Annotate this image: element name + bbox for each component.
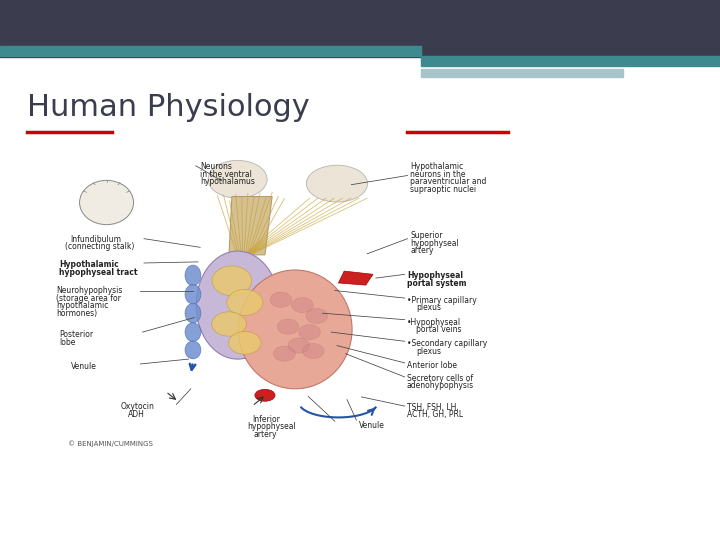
Text: TSH, FSH, LH,: TSH, FSH, LH, (407, 403, 459, 412)
Text: (connecting stalk): (connecting stalk) (65, 242, 134, 252)
Ellipse shape (288, 338, 310, 353)
Text: Infundibulum: Infundibulum (71, 235, 122, 244)
Ellipse shape (227, 289, 263, 315)
Ellipse shape (185, 303, 201, 323)
Text: hypothalamus: hypothalamus (200, 177, 255, 186)
Text: (storage area for: (storage area for (56, 294, 121, 303)
Text: artery: artery (410, 246, 434, 255)
Text: ACTH, GH, PRL: ACTH, GH, PRL (407, 410, 463, 420)
Text: adenohypophysis: adenohypophysis (407, 381, 474, 390)
Ellipse shape (185, 322, 201, 341)
Ellipse shape (307, 165, 368, 202)
Text: Oxytocin: Oxytocin (121, 402, 155, 411)
Text: •Hypophyseal: •Hypophyseal (407, 318, 461, 327)
Text: Hypothalamic: Hypothalamic (59, 260, 119, 269)
Text: hypophyseal: hypophyseal (247, 422, 296, 431)
Text: Posterior: Posterior (59, 330, 93, 340)
Text: supraoptic nuclei: supraoptic nuclei (410, 185, 477, 194)
Ellipse shape (212, 312, 246, 336)
Bar (421, 69, 623, 77)
Ellipse shape (185, 341, 201, 359)
Polygon shape (229, 197, 272, 255)
Ellipse shape (255, 389, 275, 401)
Text: plexus: plexus (416, 303, 441, 313)
Text: neurons in the: neurons in the (410, 170, 466, 179)
Text: hypophyseal: hypophyseal (410, 239, 459, 248)
Text: Human Physiology: Human Physiology (27, 93, 310, 123)
Text: hormones): hormones) (56, 309, 97, 318)
Ellipse shape (196, 251, 279, 359)
Ellipse shape (208, 160, 267, 198)
Text: Venule: Venule (359, 421, 384, 430)
Text: Secretory cells of: Secretory cells of (407, 374, 473, 383)
Ellipse shape (270, 292, 292, 307)
Text: Hypophyseal: Hypophyseal (407, 271, 463, 280)
Text: Neurohypophysis: Neurohypophysis (56, 286, 122, 295)
Ellipse shape (277, 319, 299, 334)
Text: artery: artery (253, 430, 277, 439)
Text: © BENJAMIN/CUMMINGS: © BENJAMIN/CUMMINGS (68, 440, 153, 447)
Text: plexus: plexus (416, 347, 441, 356)
Ellipse shape (299, 325, 320, 340)
Ellipse shape (238, 270, 352, 389)
Ellipse shape (79, 180, 134, 225)
Text: hypothalamic: hypothalamic (56, 301, 109, 310)
Polygon shape (338, 271, 373, 285)
Text: Neurons: Neurons (200, 162, 232, 171)
Text: hypophyseal tract: hypophyseal tract (59, 268, 138, 277)
Text: •Secondary capillary: •Secondary capillary (407, 339, 487, 348)
Ellipse shape (185, 285, 201, 304)
Text: Hypothalamic: Hypothalamic (410, 162, 464, 171)
Text: lobe: lobe (59, 338, 76, 347)
Text: ADH: ADH (128, 410, 145, 419)
Text: Venule: Venule (71, 362, 96, 371)
Text: Inferior: Inferior (252, 415, 280, 424)
Ellipse shape (306, 308, 328, 323)
Text: portal veins: portal veins (416, 325, 462, 334)
Ellipse shape (274, 346, 295, 361)
Ellipse shape (212, 266, 252, 296)
Text: paraventricular and: paraventricular and (410, 177, 487, 186)
Text: Superior: Superior (410, 231, 443, 240)
Ellipse shape (185, 265, 201, 286)
Bar (0, 0, 720, 57)
Text: •Primary capillary: •Primary capillary (407, 296, 477, 305)
Text: portal system: portal system (407, 279, 467, 288)
Ellipse shape (292, 298, 313, 313)
Ellipse shape (229, 332, 261, 354)
Bar (0, 46, 421, 56)
Bar (421, 56, 720, 66)
Text: in the ventral: in the ventral (200, 170, 252, 179)
Ellipse shape (302, 343, 324, 359)
Text: Anterior lobe: Anterior lobe (407, 361, 456, 370)
